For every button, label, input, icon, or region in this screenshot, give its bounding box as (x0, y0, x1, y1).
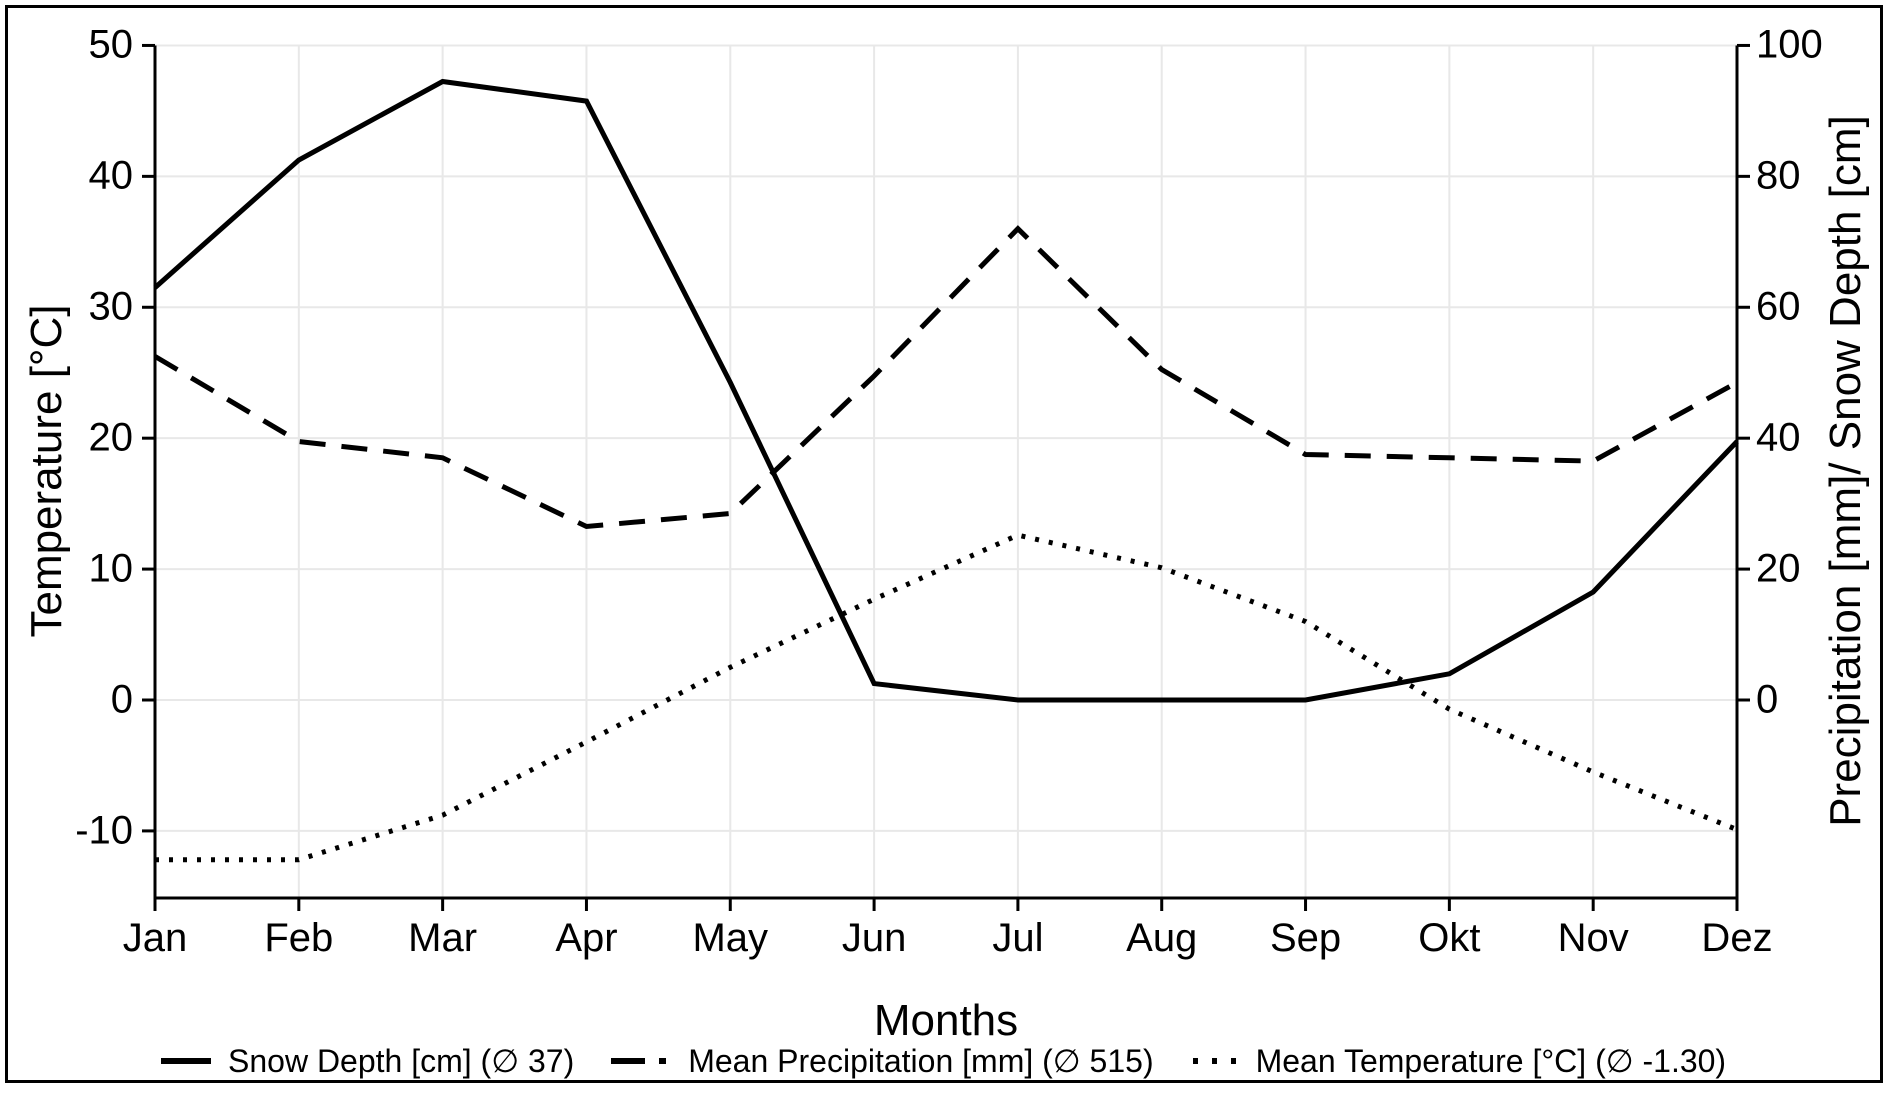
legend-item-precipitation: Mean Precipitation [mm] (∅ 515) (610, 1042, 1154, 1080)
dotted-line-icon (1192, 1058, 1240, 1064)
left-tick-label: 40 (88, 153, 134, 198)
month-label: Aug (1126, 916, 1198, 960)
month-label: Apr (555, 916, 618, 960)
left-tick-label: 0 (110, 677, 133, 722)
right-axis-title: Precipitation [mm]/ Snow Depth [cm] (1821, 115, 1870, 827)
legend-item-snow-depth: Snow Depth [cm] (∅ 37) (160, 1042, 574, 1080)
right-tick-label: 100 (1756, 22, 1823, 67)
left-tick-label: 30 (88, 284, 134, 329)
right-tick-label: 40 (1756, 415, 1801, 460)
month-label: Jan (122, 916, 188, 960)
solid-line-icon (161, 1058, 211, 1064)
month-label: Sep (1269, 916, 1342, 960)
month-label: Mar (408, 916, 478, 960)
chart-legend: Snow Depth [cm] (∅ 37) Mean Precipitatio… (160, 1038, 1726, 1084)
legend-item-temperature: Mean Temperature [°C] (∅ -1.30) (1190, 1042, 1726, 1080)
snow-depth-line (153, 78, 1739, 703)
right-tick-label: 80 (1756, 153, 1801, 198)
right-tick-label: 0 (1756, 677, 1779, 722)
dashed-line-icon (611, 1058, 672, 1064)
left-tick-label: 20 (88, 415, 134, 460)
legend-label-snow-depth: Snow Depth [cm] (∅ 37) (228, 1043, 575, 1079)
month-label: Nov (1557, 916, 1629, 960)
legend-label-precipitation: Mean Precipitation [mm] (∅ 515) (688, 1043, 1154, 1079)
temperature-line (155, 532, 1738, 863)
left-tick-label: 10 (88, 546, 134, 591)
month-label: Feb (264, 916, 334, 960)
left-tick-label: 50 (88, 22, 134, 67)
month-label: May (692, 916, 769, 960)
right-tick-label: 20 (1756, 546, 1801, 591)
month-label: Okt (1418, 916, 1481, 960)
month-label: Jun (841, 916, 907, 960)
left-axis-title: Temperature [°C] (22, 304, 71, 638)
left-tick-label: -10 (75, 808, 133, 853)
x-axis-title: Months (873, 996, 1019, 1045)
month-label: Jul (992, 916, 1044, 960)
legend-label-temperature: Mean Temperature [°C] (∅ -1.30) (1255, 1043, 1727, 1079)
right-tick-label: 60 (1756, 284, 1801, 329)
month-label: Dez (1701, 916, 1773, 960)
precipitation-line (153, 225, 1739, 530)
